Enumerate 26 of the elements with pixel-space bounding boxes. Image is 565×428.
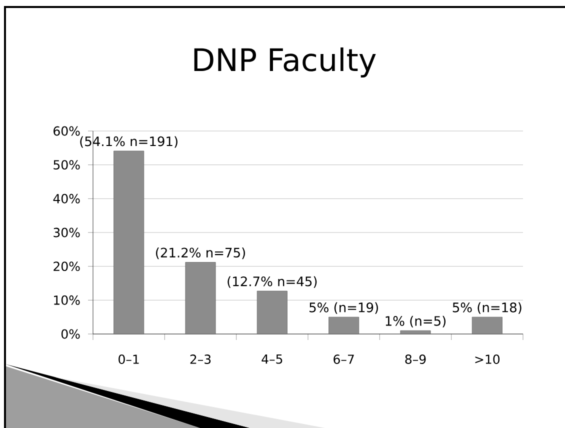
chart-title: DNP Faculty <box>194 47 376 78</box>
bar <box>328 316 360 334</box>
x-tick-label: 8–9 <box>405 354 426 364</box>
data-label: (12.7% n=45) <box>228 276 317 288</box>
x-tick-label: 2–3 <box>190 354 211 364</box>
data-label: 5% (n=18) <box>452 302 522 314</box>
x-tick-label: 6–7 <box>334 354 354 364</box>
data-label: 5% (n=19) <box>310 302 378 314</box>
y-tick-label: 20% <box>54 262 80 272</box>
y-tick-label: 50% <box>54 160 80 170</box>
bar <box>185 262 216 334</box>
bar <box>400 330 431 334</box>
bar <box>472 316 502 334</box>
y-tick-label: 10% <box>54 295 80 305</box>
data-label: 1% (n=5) <box>386 316 446 328</box>
data-label: (54.1% n=191) <box>80 136 178 148</box>
y-tick-label: 30% <box>54 228 80 238</box>
y-tick-label: 0% <box>61 329 80 339</box>
x-tick-label: 4–5 <box>262 354 282 364</box>
y-tick-label: 40% <box>53 194 80 204</box>
bar <box>114 150 144 334</box>
data-label: (21.2% n=75) <box>156 248 245 260</box>
bar <box>256 290 288 334</box>
x-tick-label: 0–1 <box>118 354 139 364</box>
y-tick-label: 60% <box>54 126 80 136</box>
x-tick-label: >10 <box>475 354 500 364</box>
